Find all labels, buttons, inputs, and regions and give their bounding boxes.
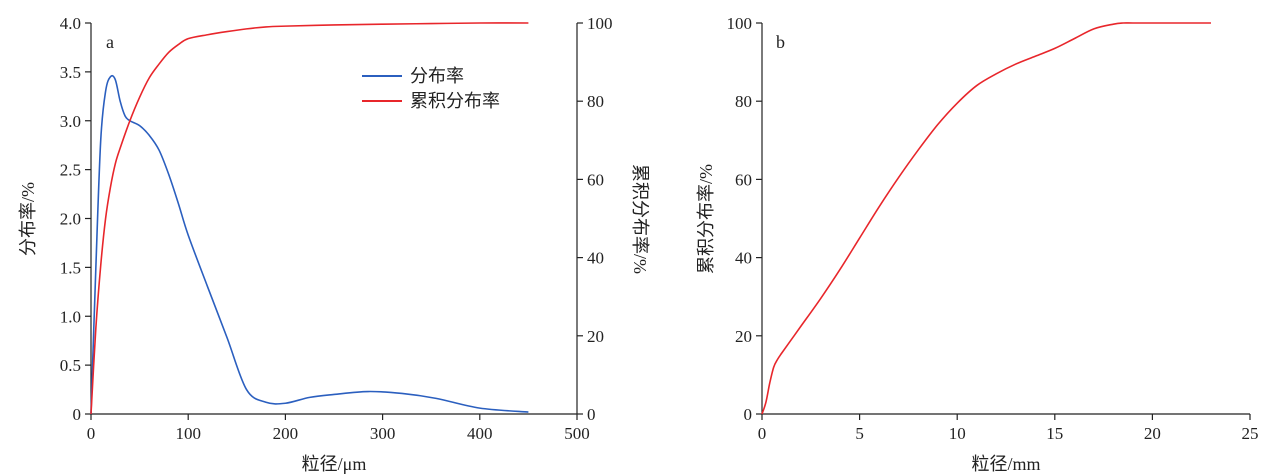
panel-b-axes: 0 5 10 15 20 25 0 20 40 60 80 100 [727,14,1259,443]
x-tick-label: 100 [175,424,201,443]
x-tick-label: 5 [855,424,864,443]
y-tick-label: 0 [744,405,753,424]
panel-b-y-axis-label: 累积分布率/% [696,164,716,274]
y-right-tick-label: 0 [587,405,596,424]
x-tick-label: 20 [1144,424,1161,443]
y-tick-label: 80 [735,92,752,111]
y-tick-label: 2.0 [60,210,81,229]
y-right-tick-label: 20 [587,327,604,346]
legend-label-cumulative: 累积分布率 [410,91,500,111]
x-tick-label: 0 [87,424,96,443]
series-line-distribution [90,74,529,415]
y-tick-label: 3.5 [60,63,81,82]
y-right-tick-label: 40 [587,249,604,268]
panel-a-tag: a [106,32,114,52]
y-tick-label: 4.0 [60,14,81,33]
y-tick-label: 1.5 [60,258,81,277]
x-tick-label: 15 [1046,424,1063,443]
y-tick-label: 3.0 [60,112,81,131]
panel-a-legend: 分布率 累积分布率 [362,66,500,111]
y-tick-label: 1.0 [60,307,81,326]
y-tick-label: 100 [727,14,753,33]
y-tick-label: 60 [735,170,752,189]
panel-b-tag: b [776,32,785,52]
y-right-tick-label: 100 [587,14,613,33]
panel-a-axes: 0 100 200 300 400 50000.51.01.52.02.53.03.54.… [60,14,613,443]
series-line-cumulative [761,22,1211,415]
x-tick-label: 300 [370,424,396,443]
y-tick-label: 20 [735,327,752,346]
x-tick-label: 0 [758,424,767,443]
legend-label-distribution: 分布率 [410,66,464,86]
x-tick-label: 200 [273,424,299,443]
panel-b-x-axis-label: 粒径/mm [971,454,1040,474]
y-tick-label: 0 [73,405,82,424]
y-tick-label: 40 [735,249,752,268]
x-tick-label: 10 [949,424,966,443]
panel-a-x-axis-label: 粒径/μm [302,454,367,474]
panel-b: b 粒径/mm 累积分布率/% 0 5 10 15 20 25 0 20 40 60 80 100 [696,14,1259,474]
panel-a: a 粒径/μm 分布率/% 累积分布率/% 分布率 累积分布率 0 100 200 3… [18,14,650,474]
y-right-tick-label: 80 [587,92,604,111]
series-line-cumulative [90,22,529,415]
y-tick-label: 2.5 [60,161,81,180]
panel-a-y-right-axis-label: 累积分布率/% [630,164,650,274]
x-tick-label: 25 [1242,424,1259,443]
panel-a-y-left-axis-label: 分布率/% [18,182,38,256]
x-tick-label: 500 [564,424,590,443]
x-tick-label: 400 [467,424,493,443]
y-right-tick-label: 60 [587,170,604,189]
y-tick-label: 0.5 [60,356,81,375]
